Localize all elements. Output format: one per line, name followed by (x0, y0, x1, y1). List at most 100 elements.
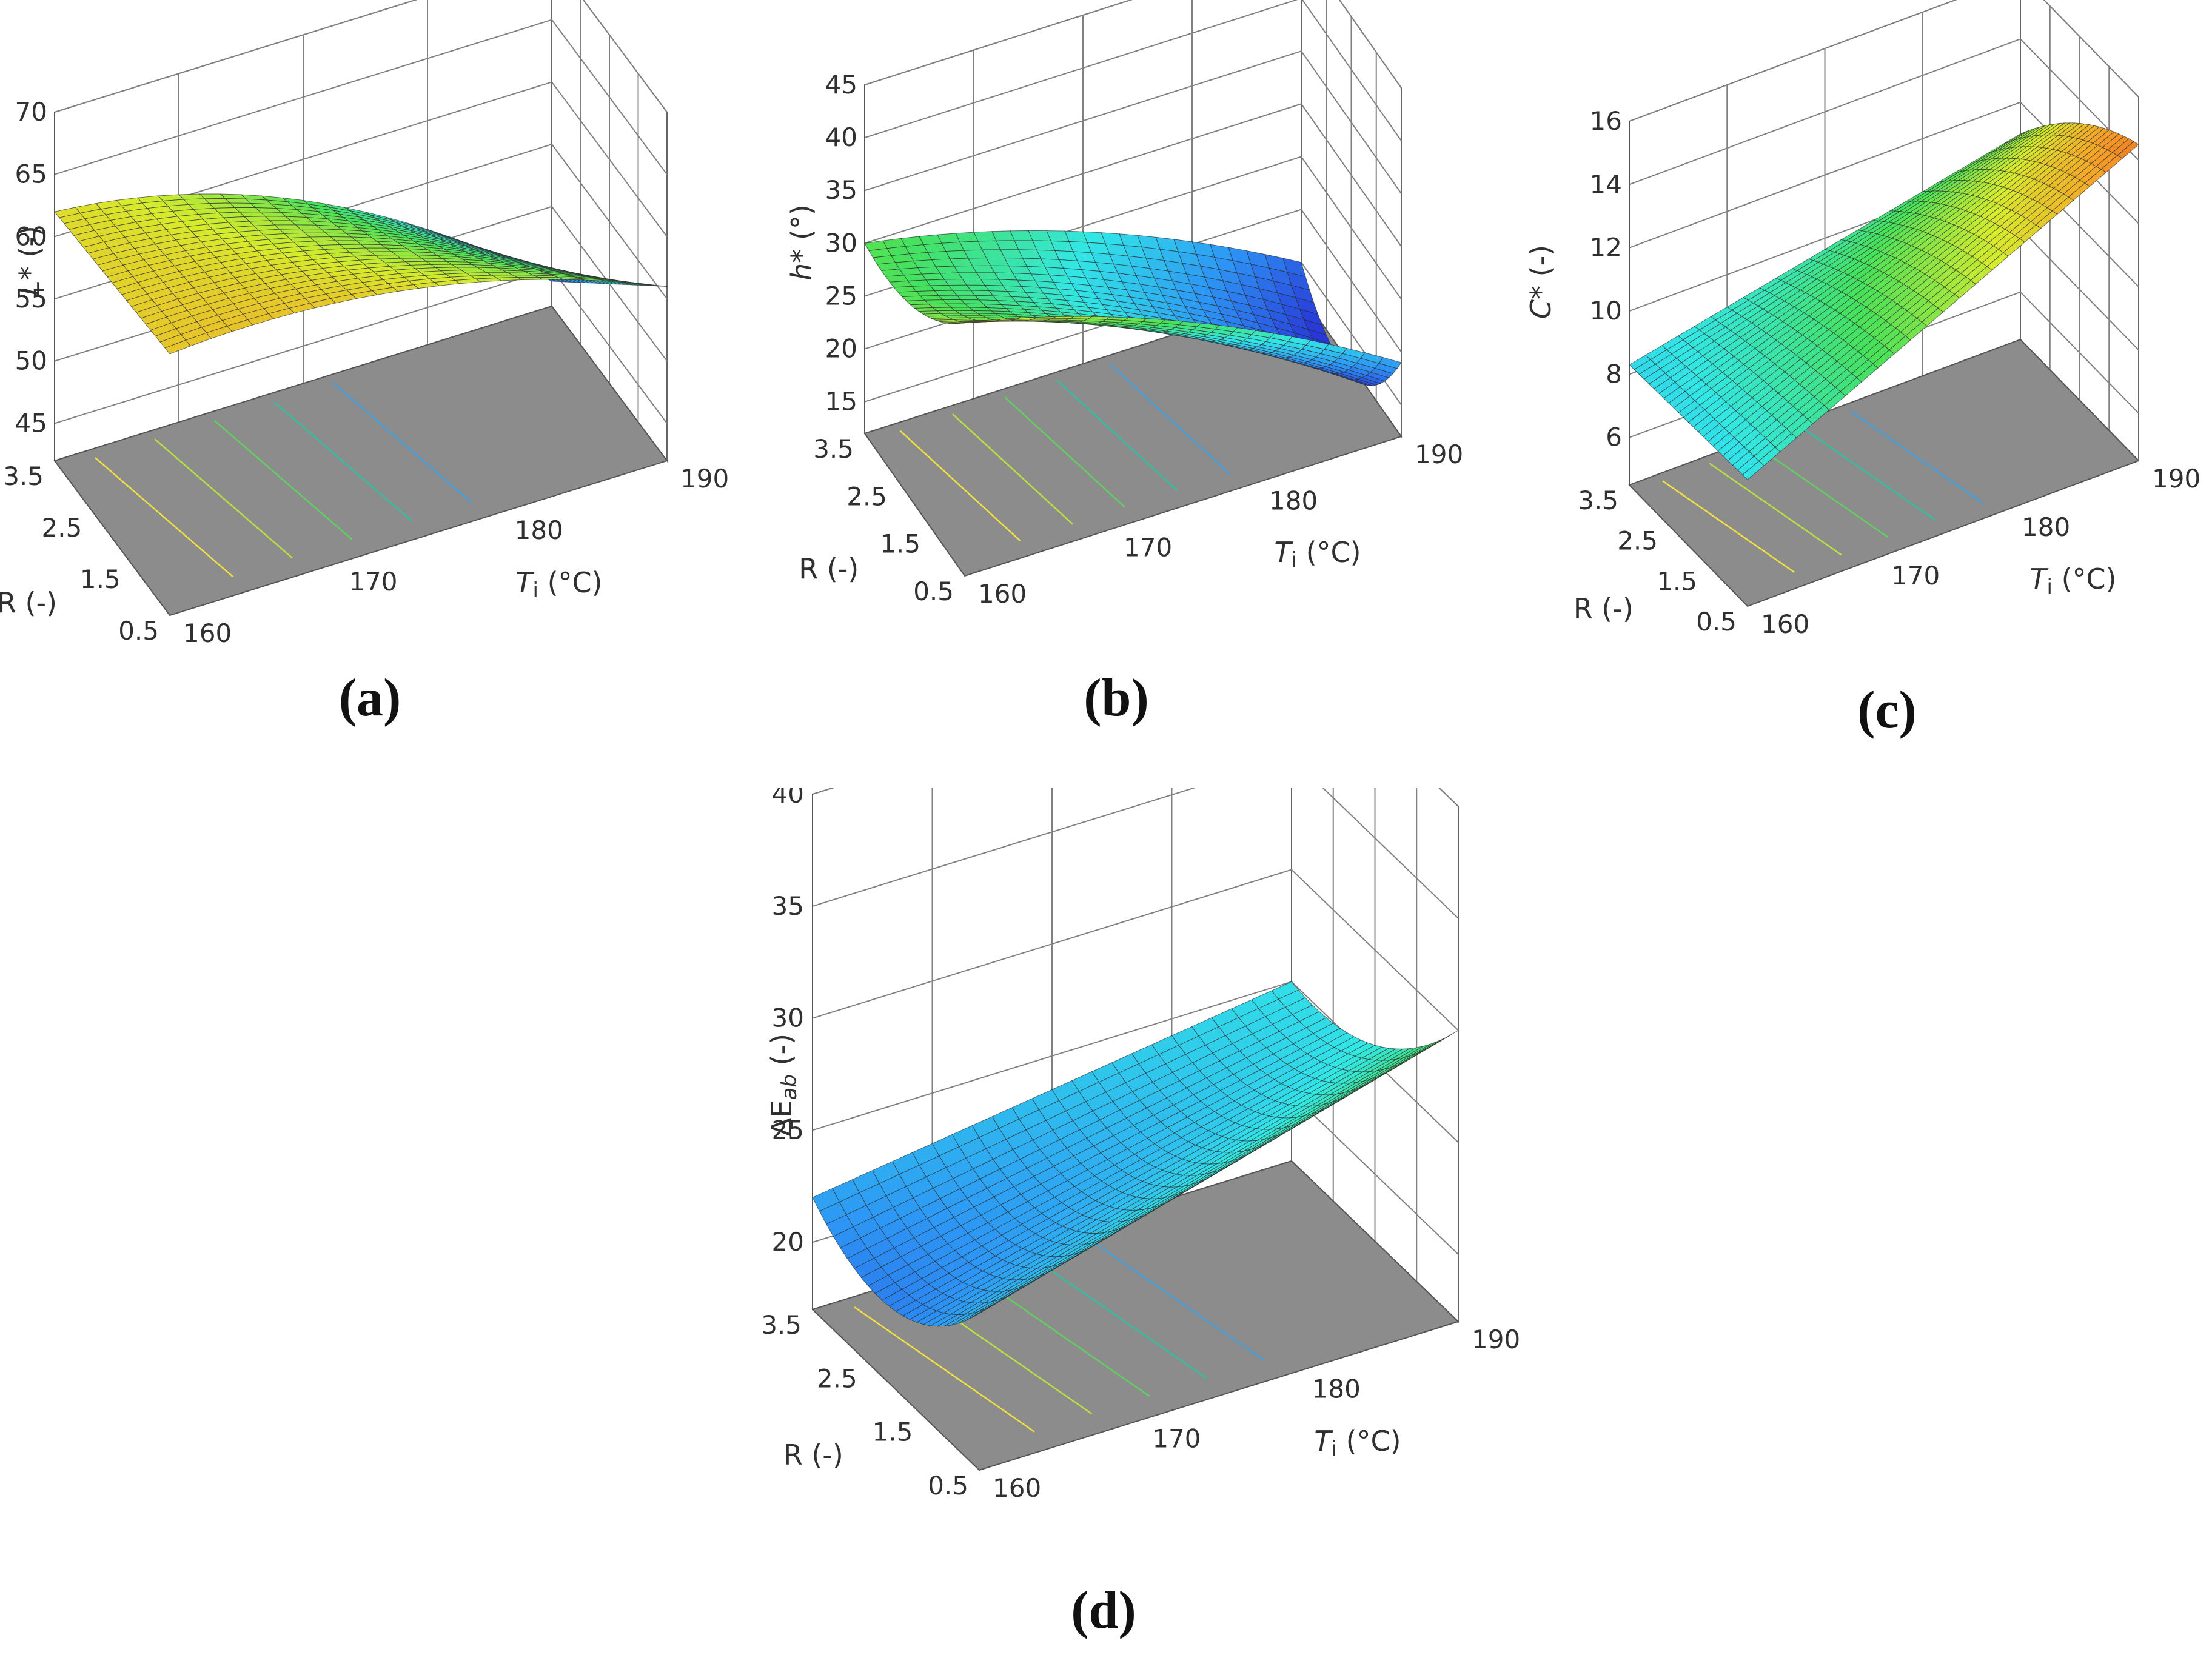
floor-contour (952, 413, 1073, 525)
x-tick-label: 3.5 (761, 1310, 802, 1340)
z-tick-label: 20 (825, 334, 857, 364)
x-tick-label: 2.5 (1617, 526, 1658, 556)
z-gridline (54, 0, 668, 113)
floor (53, 305, 668, 617)
z-tick-label: 60 (15, 221, 47, 251)
x-tick-label: 2.5 (846, 481, 887, 511)
z-tick-label: 35 (825, 175, 857, 205)
surface-cell (960, 320, 984, 324)
y-axis-subscript: i (2047, 575, 2053, 599)
y-axis-symbol: T (515, 566, 535, 599)
x-tick-label: 0.5 (928, 1471, 968, 1500)
floor-contour (154, 438, 293, 559)
x-axis-label: R (-) (0, 586, 57, 619)
z-tick-label: 40 (772, 788, 804, 809)
z-tick-label: 15 (825, 387, 857, 416)
z-tick-label: 30 (772, 1003, 804, 1033)
floor-contour (95, 456, 233, 578)
y-tick-label: 160 (183, 618, 232, 648)
chart-a: 45 50 55 60 65 70 3.5 2.5 1.5 0.5 160 170 180 190 R (-… (0, 0, 729, 727)
y-tick-label: 190 (680, 464, 729, 493)
z-tick-label: 30 (825, 228, 857, 258)
floor-contour (1057, 380, 1178, 492)
panel-label: (c) (1857, 681, 1917, 740)
z-axis-unit: * (-) (1524, 245, 1557, 299)
surface-cell (1742, 460, 1765, 480)
x-tick-label: 0.5 (913, 577, 954, 606)
y-tick-label: 170 (349, 567, 397, 597)
z-axis-symbol: ΔE (765, 1100, 798, 1137)
surface (812, 981, 1459, 1327)
y-axis-label: Ti (°C) (2029, 563, 2116, 599)
x-tick-label: 2.5 (42, 513, 82, 543)
y-axis-unit: (°C) (2053, 563, 2117, 595)
z-tick-label: 35 (772, 891, 804, 921)
floor-contour (1026, 1252, 1208, 1379)
y-axis-unit: (°C) (1337, 1425, 1401, 1457)
x-axis-label: R (-) (783, 1439, 843, 1471)
x-tick-label: 2.5 (817, 1363, 857, 1393)
z-axis-symbol: h (785, 263, 818, 281)
z-gridline (864, 50, 1402, 194)
floor-contour (1109, 363, 1230, 475)
x-axis-label: R (-) (1574, 592, 1634, 625)
y-tick-label: 180 (515, 515, 563, 545)
y-tick-label: 190 (1415, 440, 1463, 469)
y-tick-label: 170 (1891, 561, 1940, 590)
x-tick-label: 1.5 (80, 564, 121, 594)
z-gridline (864, 0, 1402, 141)
y-tick-label: 190 (2152, 464, 2200, 493)
floor-contour (273, 401, 413, 522)
y-ticks: 160 170 180 190 (1761, 464, 2200, 639)
y-axis-symbol: T (2029, 563, 2049, 595)
z-tick-label: 10 (1590, 296, 1622, 326)
panel-label: (d) (1071, 1581, 1136, 1640)
floor-contour (1004, 396, 1126, 508)
y-ticks: 160 170 180 190 (183, 464, 729, 648)
floor-contour (1084, 1235, 1265, 1362)
z-gridline (864, 0, 1402, 89)
y-axis-unit: (°C) (1297, 536, 1361, 569)
y-axis-subscript: i (1292, 548, 1297, 572)
z-tick-label: 14 (1590, 169, 1622, 199)
y-axis-symbol: T (1274, 536, 1293, 569)
x-ticks: 3.5 2.5 1.5 0.5 (1578, 486, 1737, 637)
z-axis-label: L* (-) (13, 226, 46, 296)
z-gridline (1629, 0, 2139, 122)
y-ticks: 160 170 180 190 (993, 1325, 1520, 1503)
chart-c: 6 8 10 12 14 16 3.5 2.5 1.5 0.5 160 170 180 190 R (-) T… (1524, 0, 2200, 740)
z-tick-label: 25 (772, 1115, 804, 1145)
x-ticks: 3.5 2.5 1.5 0.5 (3, 461, 159, 646)
y-axis-subscript: i (533, 578, 538, 603)
z-tick-label: 20 (772, 1227, 804, 1257)
y-tick-label: 170 (1124, 532, 1172, 562)
x-ticks: 3.5 2.5 1.5 0.5 (761, 1310, 968, 1500)
panel-label: (a) (339, 669, 401, 727)
z-gridline (1629, 101, 2139, 249)
y-tick-label: 180 (1312, 1374, 1361, 1404)
z-axis-unit: * (-) (13, 226, 46, 280)
chart-b: 15 20 25 30 35 40 45 3.5 2.5 1.5 0.5 160 170 180 190 R … (785, 0, 1463, 727)
floor-contour (1662, 480, 1795, 573)
floor-contour (333, 383, 472, 503)
surface (54, 193, 668, 355)
z-axis-unit: (-) (765, 1034, 798, 1074)
y-tick-label: 180 (1269, 486, 1318, 516)
z-gridline (812, 869, 1459, 1031)
z-tick-label: 65 (15, 159, 47, 189)
panel-label: (b) (1084, 669, 1149, 727)
x-tick-label: 1.5 (873, 1417, 913, 1447)
x-tick-label: 3.5 (813, 434, 854, 464)
x-ticks: 3.5 2.5 1.5 0.5 (813, 434, 954, 606)
z-tick-label: 55 (15, 284, 47, 313)
z-tick-label: 6 (1606, 423, 1622, 452)
panel-d: 20 25 30 35 40 3.5 2.5 1.5 0.5 160 170 180 190 R (-) T… (740, 644, 1528, 1661)
z-tick-label: 45 (825, 70, 857, 99)
z-gridline (1629, 38, 2139, 186)
floor-contour (213, 420, 353, 540)
y-axis-unit: (°C) (538, 566, 603, 599)
x-tick-label: 3.5 (1578, 486, 1618, 515)
y-tick-label: 160 (1761, 609, 1809, 639)
z-tick-label: 50 (15, 346, 47, 376)
z-ticks: 20 25 30 35 40 (772, 779, 804, 1257)
